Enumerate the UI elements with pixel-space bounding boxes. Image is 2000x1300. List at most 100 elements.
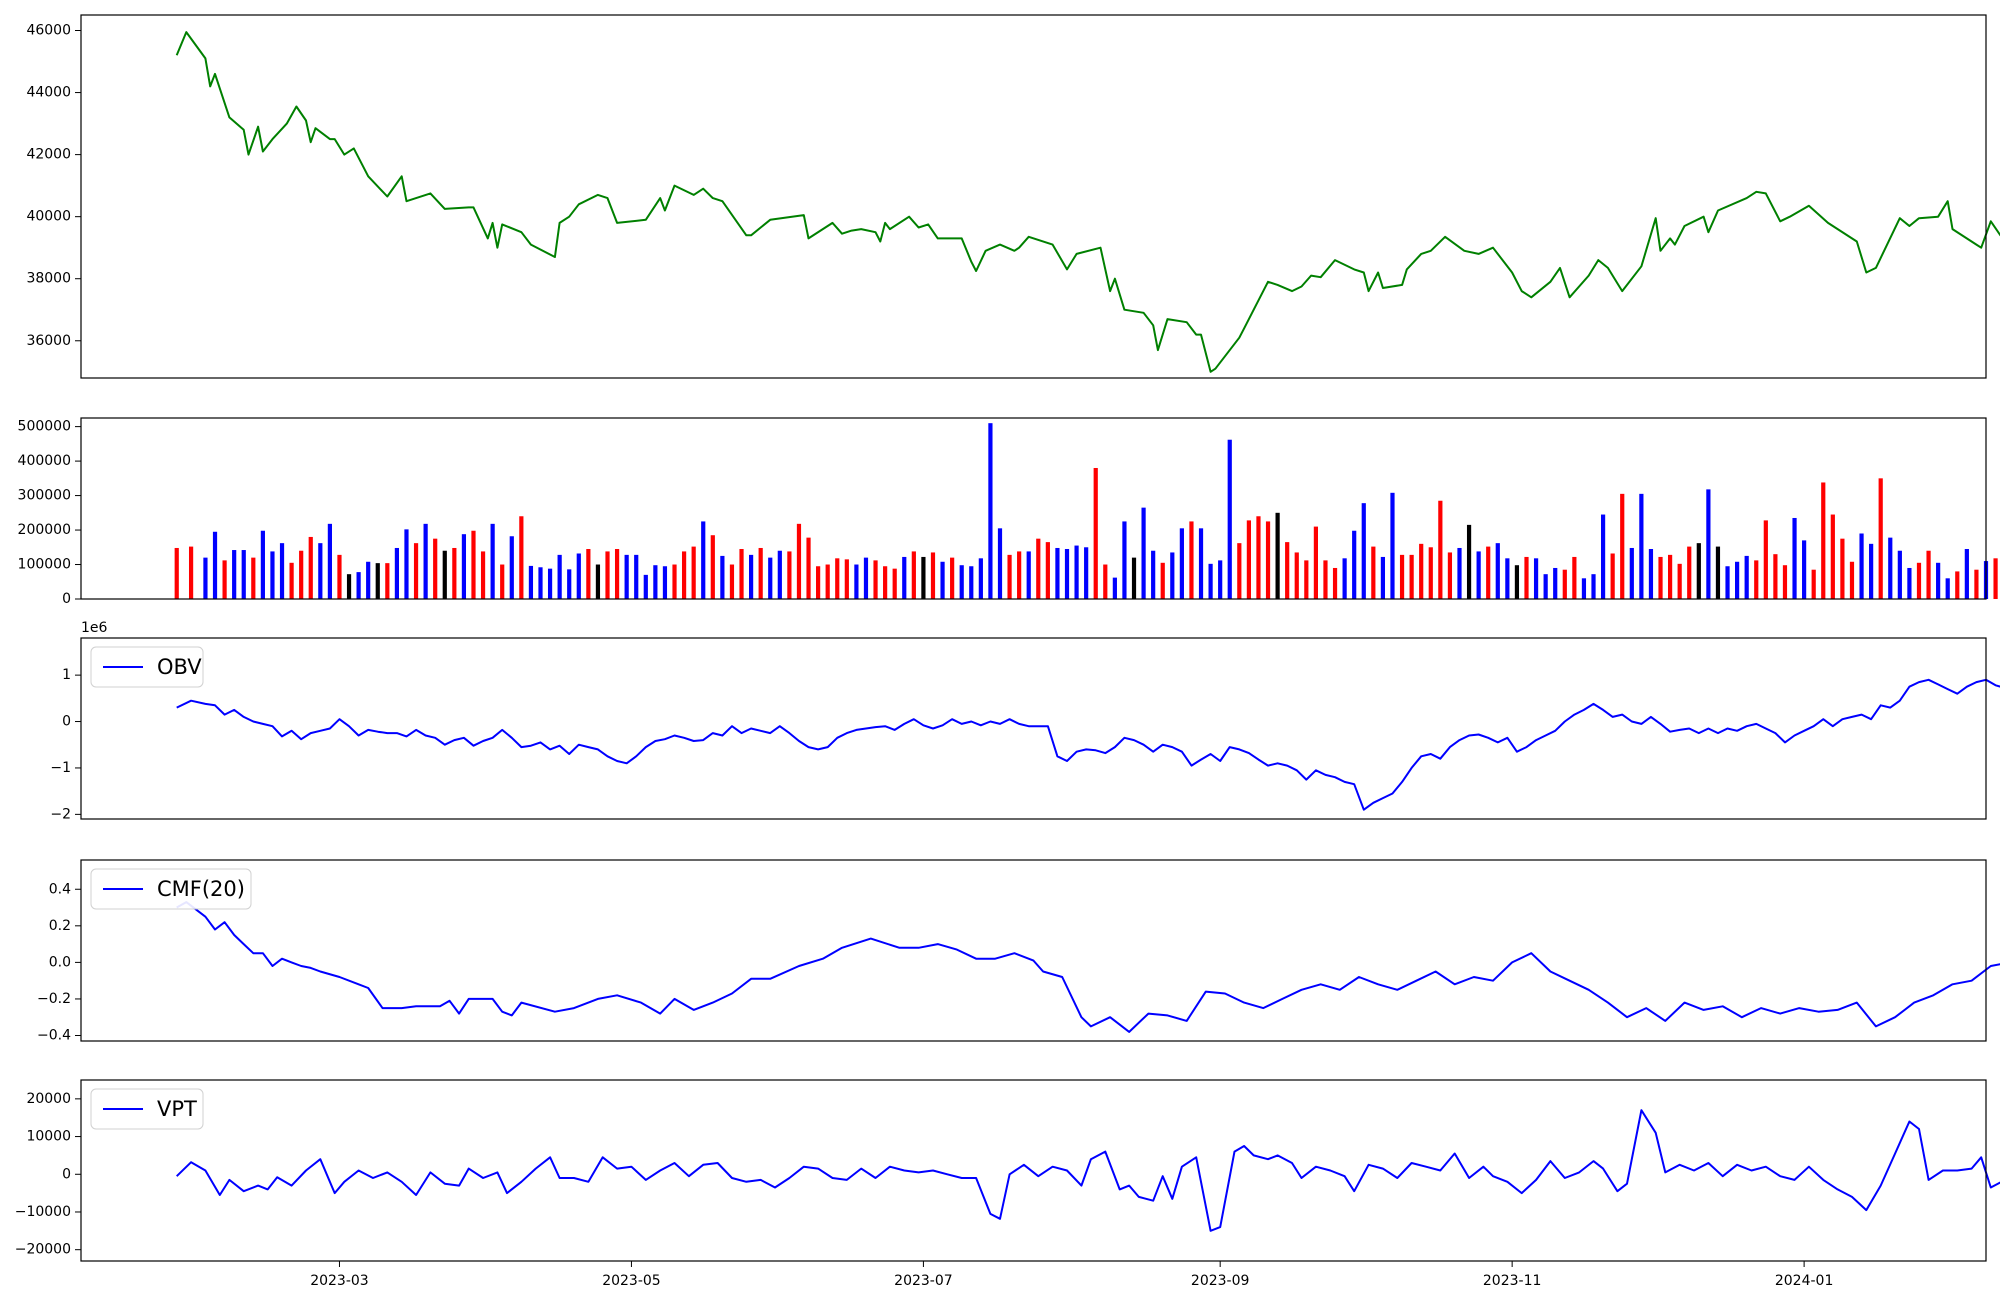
volume-bar [921,556,926,599]
volume-bar [653,565,658,599]
volume-bar [1170,552,1175,599]
volume-bar [930,552,936,599]
volume-bar [1869,543,1874,599]
volume-bar [777,550,782,599]
panel-frame [80,1079,1987,1262]
volume-bar [844,559,849,599]
volume-bar [1974,569,1979,599]
legend-box [90,646,204,688]
volume-bar [1342,558,1347,599]
volume-bar [1457,547,1462,599]
volume-bar [1581,578,1587,599]
y-tick-label: 0.0 [49,954,71,970]
volume-bar [452,547,457,599]
volume-bar [1849,561,1855,599]
volume-bar [1419,543,1424,599]
volume-bar [1524,556,1529,599]
volume-bar [1227,439,1232,599]
volume-bar [1533,558,1539,599]
series-line [176,901,2000,1033]
volume-bar [1610,553,1615,599]
volume-bar [1447,552,1453,599]
volume-bar [413,543,419,599]
volume-bar [1964,549,1969,599]
volume-bar [576,553,581,599]
price-panel: 36000 38000 40000 42000 44000 46000 [26,14,2000,379]
legend-label: OBV [157,655,202,679]
volume-bar [480,551,486,599]
y-tick-label: 0 [62,591,71,607]
volume-bar [586,549,591,599]
volume-bar [911,551,916,599]
volume-bar [1371,546,1376,599]
volume-bar [1045,542,1050,599]
volume-bar [1897,550,1902,599]
volume-bar [1218,560,1223,599]
y-tick-label: 1 [62,667,71,683]
volume-bar [203,557,208,599]
y-tick-label: −0.4 [37,1028,71,1044]
volume-bar [1304,560,1309,599]
volume-bar [1237,543,1242,599]
volume-bar [643,574,648,599]
volume-bar [1955,571,1960,599]
volume-bar [1390,492,1395,599]
y-tick-label: 38000 [26,271,71,287]
volume-bar [471,530,476,599]
volume-bar [1093,467,1098,599]
volume-bar [1667,554,1673,599]
volume-bar [1332,567,1338,599]
y-tick-label: 10000 [26,1129,71,1145]
volume-bar [768,557,773,599]
volume-bar [1907,567,1912,599]
volume-bar [394,547,400,599]
volume-bar [1553,567,1558,599]
legend-box [90,868,252,910]
volume-bar [1744,555,1749,599]
x-tick-label: 2023-03 [310,1273,369,1289]
volume-bar [662,566,668,599]
legend-box [90,1088,204,1130]
volume-bar [356,572,361,599]
volume-bar [528,565,534,599]
volume-bar [1438,500,1443,599]
volume-bar [1888,537,1893,599]
volume-bar [883,566,888,599]
volume-bar [1677,563,1682,599]
volume-bar [1313,526,1318,599]
y-tick-label: 100000 [18,557,71,573]
volume-bar [1591,574,1596,599]
volume-bar [863,557,869,599]
volume-bar [1323,560,1328,599]
y-tick-label: −1 [50,760,71,776]
volume-bar [605,551,610,599]
y-tick-label: 46000 [26,23,71,39]
volume-bar [1735,561,1740,599]
volume-bar [385,563,390,599]
volume-bar [1514,565,1520,599]
volume-bar [1141,507,1146,599]
volume-bar [1294,552,1299,599]
volume-bar [461,534,467,599]
volume-bar [318,543,323,599]
volume-bar [241,550,246,599]
volume-bar [1945,578,1950,599]
volume-bar [442,550,447,599]
volume-bar [1036,538,1041,599]
volume-bar [940,561,945,599]
y-tick-label: 300000 [18,488,71,504]
volume-bar [1103,564,1108,599]
volume-bar [433,538,438,599]
volume-bar [1466,524,1472,599]
volume-bar [1572,556,1577,599]
volume-bar [1256,516,1261,599]
volume-bar [1112,577,1117,599]
x-tick-label: 2023-07 [894,1273,953,1289]
volume-bar [1639,493,1644,599]
volume-bar [1687,546,1692,599]
volume-bar [1811,569,1816,599]
volume-bar [1629,547,1634,599]
volume-bar [1792,517,1797,599]
volume-bar [1179,528,1184,599]
